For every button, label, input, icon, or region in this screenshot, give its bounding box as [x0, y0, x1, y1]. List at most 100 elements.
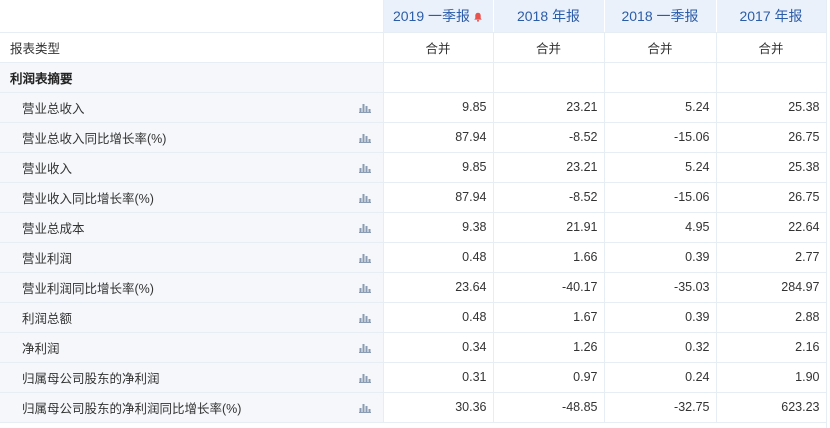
row-label: 归属母公司股东的净利润 — [0, 362, 384, 393]
bar-chart-icon[interactable] — [358, 313, 371, 323]
period-header-2019q1[interactable]: 2019 一季报 — [383, 0, 494, 33]
data-cell: 284.97 — [716, 272, 827, 303]
data-cell: 22.64 — [716, 212, 827, 243]
data-cell: -8.52 — [493, 122, 605, 153]
section-blank-cell — [493, 62, 605, 93]
bar-chart-icon[interactable] — [358, 403, 371, 413]
row-label: 营业总成本 — [0, 212, 384, 243]
period-header-label: 2018 年报 — [516, 7, 581, 24]
section-header-row: 利润表摘要 — [0, 62, 827, 93]
table-row: 利润总额 0.48 1.67 0.39 2.88 — [0, 302, 827, 333]
section-blank-cell — [716, 62, 827, 93]
data-cell: 30.36 — [383, 392, 494, 423]
row-label: 营业利润 — [0, 242, 384, 273]
data-cell: 87.94 — [383, 122, 494, 153]
data-cell: 2.88 — [716, 302, 827, 333]
row-label-text: 营业总收入同比增长率(%) — [22, 131, 167, 146]
table-row: 营业利润同比增长率(%) 23.64 -40.17 -35.03 284.97 — [0, 272, 827, 303]
table-row: 营业利润 0.48 1.66 0.39 2.77 — [0, 242, 827, 273]
data-cell: -15.06 — [604, 122, 717, 153]
data-cell: 1.66 — [493, 242, 605, 273]
table-row: 营业收入同比增长率(%) 87.94 -8.52 -15.06 26.75 — [0, 182, 827, 213]
data-cell: 1.90 — [716, 362, 827, 393]
bar-chart-icon[interactable] — [358, 343, 371, 353]
row-label: 营业总收入同比增长率(%) — [0, 122, 384, 153]
data-cell: 0.48 — [383, 302, 494, 333]
period-header-row: 2019 一季报 2018 年报 2018 一季报 2017 年报 — [0, 0, 827, 33]
data-cell: 23.64 — [383, 272, 494, 303]
bar-chart-icon[interactable] — [358, 223, 371, 233]
row-label-text: 营业收入同比增长率(%) — [22, 191, 154, 206]
row-label-text: 营业总成本 — [22, 221, 85, 236]
row-label: 营业总收入 — [0, 92, 384, 123]
section-title: 利润表摘要 — [0, 62, 384, 93]
data-cell: 0.48 — [383, 242, 494, 273]
bar-chart-icon[interactable] — [358, 133, 371, 143]
data-cell: 5.24 — [604, 92, 717, 123]
table-row: 营业总收入同比增长率(%) 87.94 -8.52 -15.06 26.75 — [0, 122, 827, 153]
bell-icon — [474, 12, 482, 22]
data-cell: -48.85 — [493, 392, 605, 423]
data-cell: 1.26 — [493, 332, 605, 363]
period-header-2017-annual[interactable]: 2017 年报 — [716, 0, 827, 33]
data-cell: 26.75 — [716, 182, 827, 213]
report-type-label: 报表类型 — [0, 32, 384, 63]
data-cell: 1.67 — [493, 302, 605, 333]
data-cell: 4.95 — [604, 212, 717, 243]
data-cell: -15.06 — [604, 182, 717, 213]
data-cell: 0.39 — [604, 242, 717, 273]
data-cell: 5.24 — [604, 152, 717, 183]
table-right-edge — [826, 0, 830, 428]
data-cell: 25.38 — [716, 152, 827, 183]
period-header-2018q1[interactable]: 2018 一季报 — [604, 0, 717, 33]
report-type-row: 报表类型 合并 合并 合并 合并 — [0, 32, 827, 63]
bar-chart-icon[interactable] — [358, 103, 371, 113]
data-cell: 0.32 — [604, 332, 717, 363]
bar-chart-icon[interactable] — [358, 283, 371, 293]
bar-chart-icon[interactable] — [358, 193, 371, 203]
data-cell: 0.34 — [383, 332, 494, 363]
data-cell: 2.77 — [716, 242, 827, 273]
table-row: 归属母公司股东的净利润 0.31 0.97 0.24 1.90 — [0, 362, 827, 393]
data-cell: 2.16 — [716, 332, 827, 363]
data-cell: 9.85 — [383, 92, 494, 123]
data-cell: 23.21 — [493, 152, 605, 183]
data-cell: 25.38 — [716, 92, 827, 123]
data-cell: -40.17 — [493, 272, 605, 303]
data-cell: 0.97 — [493, 362, 605, 393]
data-cell: 87.94 — [383, 182, 494, 213]
table-row: 净利润 0.34 1.26 0.32 2.16 — [0, 332, 827, 363]
data-cell: 0.39 — [604, 302, 717, 333]
bar-chart-icon[interactable] — [358, 163, 371, 173]
row-label-text: 净利润 — [22, 341, 60, 356]
table-row: 营业收入 9.85 23.21 5.24 25.38 — [0, 152, 827, 183]
row-label: 营业收入同比增长率(%) — [0, 182, 384, 213]
data-cell: 23.21 — [493, 92, 605, 123]
data-cell: -32.75 — [604, 392, 717, 423]
period-header-label: 2017 年报 — [739, 7, 803, 24]
row-label: 营业收入 — [0, 152, 384, 183]
row-label: 利润总额 — [0, 302, 384, 333]
bar-chart-icon[interactable] — [358, 253, 371, 263]
data-cell: 21.91 — [493, 212, 605, 243]
period-header-2018-annual[interactable]: 2018 年报 — [493, 0, 605, 33]
row-label-text: 营业利润同比增长率(%) — [22, 281, 154, 296]
report-type-value: 合并 — [716, 32, 827, 63]
data-cell: -8.52 — [493, 182, 605, 213]
row-label-text: 归属母公司股东的净利润 — [22, 371, 160, 386]
period-header-label: 2018 一季报 — [621, 7, 699, 24]
data-cell: 9.38 — [383, 212, 494, 243]
data-cell: 0.31 — [383, 362, 494, 393]
bar-chart-icon[interactable] — [358, 373, 371, 383]
row-label-text: 利润总额 — [22, 311, 73, 326]
row-label: 营业利润同比增长率(%) — [0, 272, 384, 303]
row-label-text: 营业利润 — [22, 251, 73, 266]
row-label: 归属母公司股东的净利润同比增长率(%) — [0, 392, 384, 423]
data-cell: 623.23 — [716, 392, 827, 423]
data-cell: -35.03 — [604, 272, 717, 303]
report-type-value: 合并 — [604, 32, 717, 63]
row-label-text: 营业收入 — [22, 161, 73, 176]
header-blank-cell — [0, 0, 384, 33]
